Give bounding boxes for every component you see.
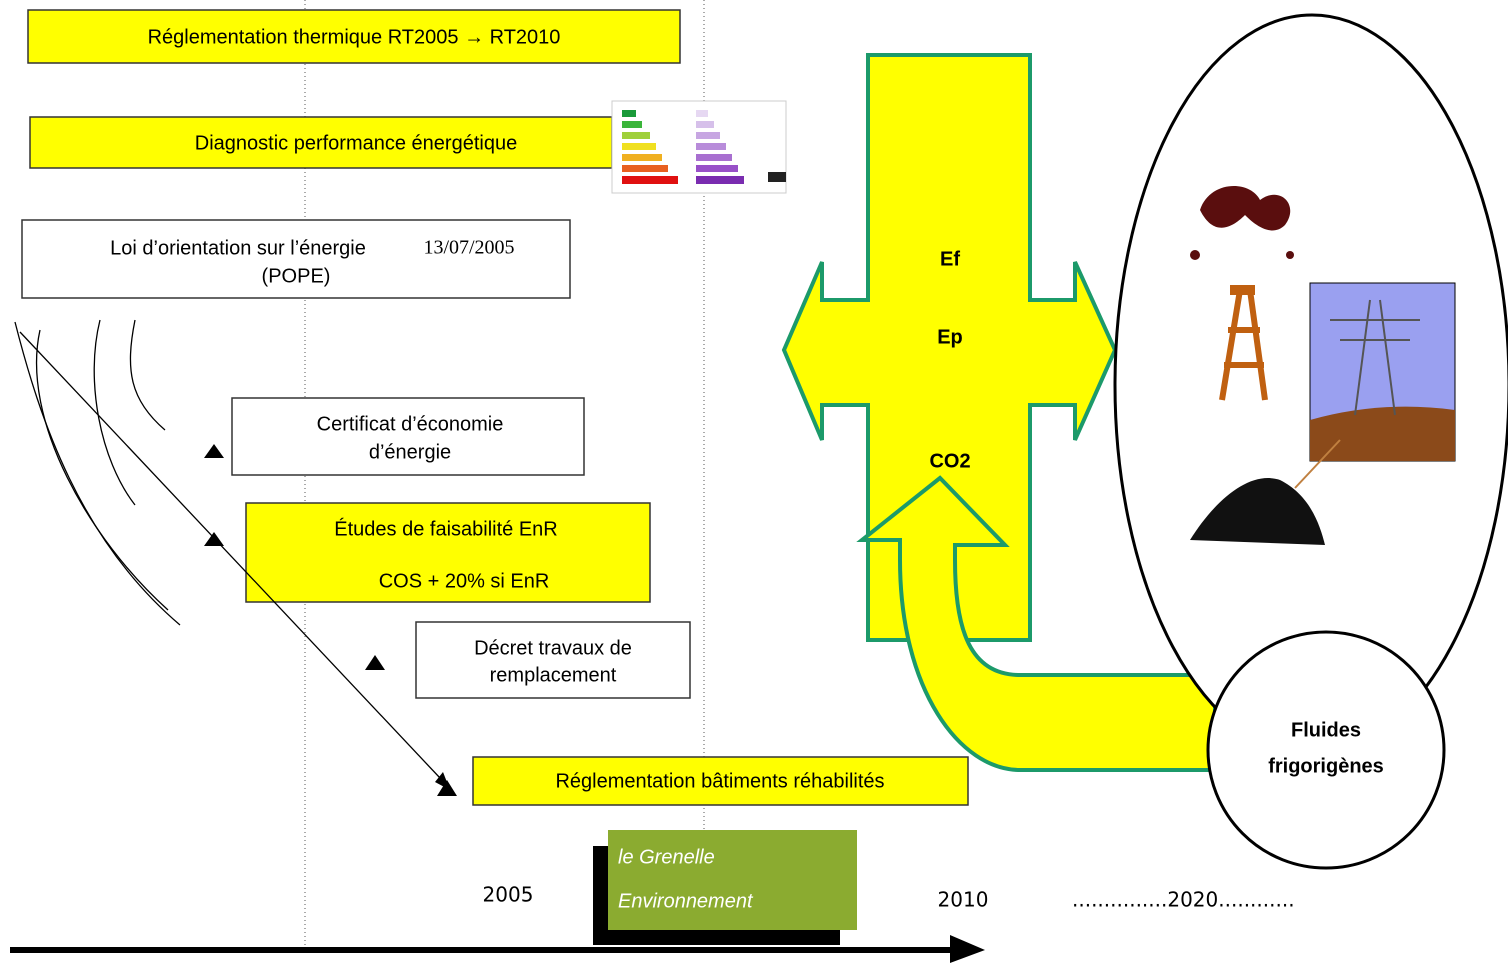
- cross-label: Ep: [937, 326, 963, 348]
- logo: [608, 830, 857, 930]
- year-label: ...............2020............: [1072, 888, 1295, 912]
- box-text: Certificat d’économie: [317, 413, 504, 435]
- circle-text: frigorigènes: [1268, 755, 1384, 777]
- logo-text: le Grenelle: [618, 846, 715, 868]
- dpe-label: [612, 101, 786, 193]
- box: [416, 622, 690, 698]
- pylon-icon: [1310, 283, 1455, 461]
- year-label: 2005: [483, 883, 534, 907]
- cross-label: Ef: [940, 248, 960, 270]
- fluids-circle: [1208, 632, 1444, 868]
- box-text: (POPE): [262, 265, 331, 287]
- year-label: 2010: [938, 888, 989, 912]
- box-text: remplacement: [490, 664, 617, 686]
- circle-text: Fluides: [1291, 719, 1361, 741]
- box-date: 13/07/2005: [423, 237, 514, 259]
- diagram: Réglementation thermique RT2005 → RT2010…: [0, 0, 1508, 964]
- arrowheads: [204, 444, 457, 796]
- box-text: Diagnostic performance énergétique: [195, 132, 517, 154]
- timeline-arrowhead: [950, 935, 985, 963]
- cross-label: CO2: [929, 450, 970, 472]
- box-text: COS + 20% si EnR: [379, 570, 550, 592]
- box-text: Loi d’orientation sur l’énergie: [110, 237, 366, 259]
- box: [232, 398, 584, 475]
- page: Réglementation thermique RT2005 → RT2010…: [0, 0, 1508, 964]
- box-text: d’énergie: [369, 441, 451, 463]
- box-text: Réglementation bâtiments réhabilités: [555, 770, 884, 792]
- box-title: Réglementation thermique RT2005 → RT2010: [148, 26, 561, 48]
- box-text: Études de faisabilité EnR: [334, 517, 557, 540]
- logo-text: Environnement: [618, 890, 754, 912]
- box-text: Décret travaux de: [474, 637, 632, 659]
